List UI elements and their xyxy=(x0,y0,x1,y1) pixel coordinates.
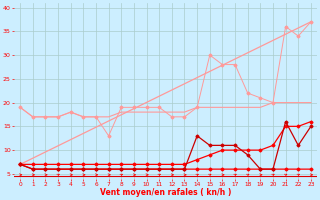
X-axis label: Vent moyen/en rafales ( kn/h ): Vent moyen/en rafales ( kn/h ) xyxy=(100,188,231,197)
